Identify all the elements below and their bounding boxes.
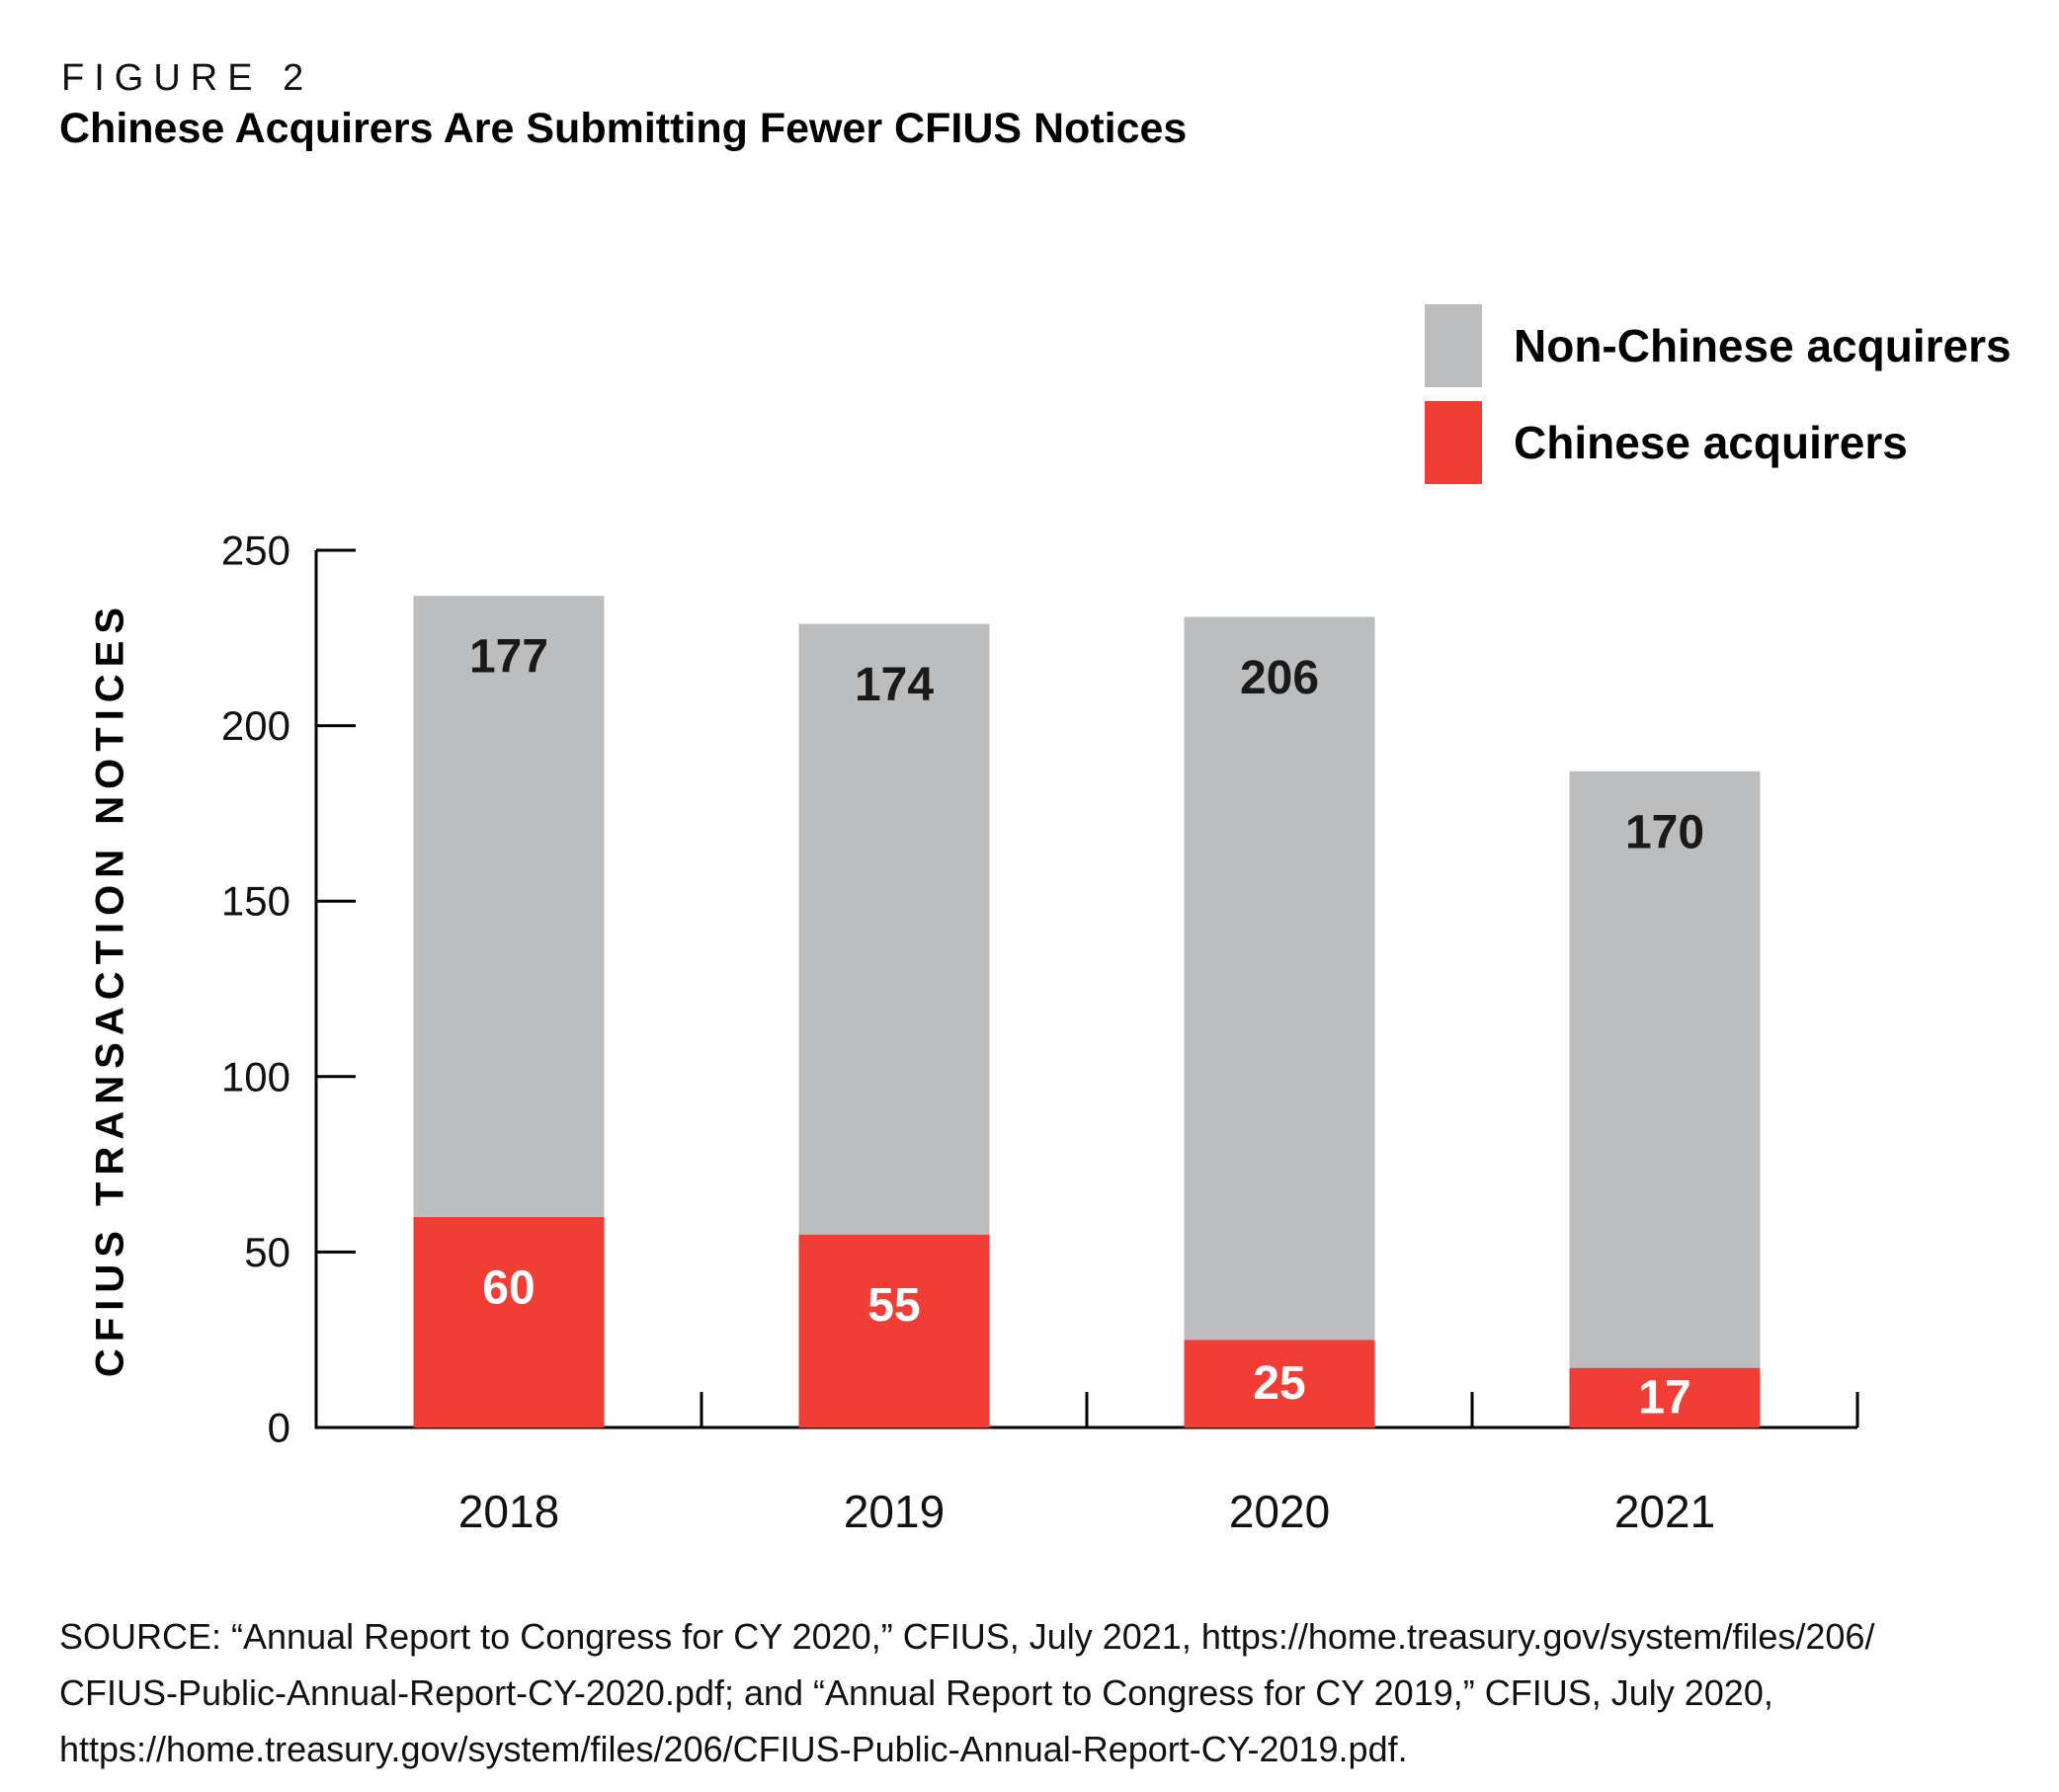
source-line: SOURCE: “Annual Report to Congress for C… <box>59 1616 1875 1657</box>
source-line: CFIUS-Public-Annual-Report-CY-2020.pdf; … <box>59 1672 1773 1713</box>
x-axis-label-2019: 2019 <box>844 1486 945 1537</box>
bar-value-label-2019-non-chinese-acquirers: 174 <box>855 659 934 711</box>
figure-number-label: FIGURE 2 <box>61 57 314 99</box>
legend-item-chinese: Chinese acquirers <box>1425 401 2012 484</box>
bar-value-label-2018-non-chinese-acquirers: 177 <box>469 631 548 684</box>
x-axis-label-2021: 2021 <box>1614 1486 1715 1537</box>
legend-item-non-chinese: Non-Chinese acquirers <box>1425 304 2012 387</box>
legend-label-non-chinese: Non-Chinese acquirers <box>1514 320 2012 371</box>
figure-title: Chinese Acquirers Are Submitting Fewer C… <box>59 105 1188 152</box>
bar-2019-non-chinese-acquirers <box>798 623 990 1235</box>
bar-2021-non-chinese-acquirers <box>1569 771 1761 1368</box>
bar-2020-non-chinese-acquirers <box>1184 616 1375 1341</box>
bar-value-label-2018-chinese-acquirers: 60 <box>482 1262 535 1314</box>
legend-swatch-non-chinese <box>1425 304 1482 387</box>
bar-value-label-2021-chinese-acquirers: 17 <box>1638 1371 1690 1424</box>
bar-2021-chinese-acquirers <box>1569 1367 1761 1427</box>
source-line: https://home.treasury.gov/system/files/2… <box>59 1729 1408 1769</box>
bar-value-label-2020-chinese-acquirers: 25 <box>1253 1357 1305 1410</box>
legend-swatch-chinese <box>1425 401 1482 484</box>
y-tick-label-200: 200 <box>221 702 290 749</box>
bar-2018-non-chinese-acquirers <box>413 596 605 1217</box>
y-tick-label-150: 150 <box>221 878 290 925</box>
y-tick-label-50: 50 <box>244 1229 290 1275</box>
bar-value-label-2019-chinese-acquirers: 55 <box>867 1279 920 1332</box>
y-tick-label-250: 250 <box>221 528 290 574</box>
chart-legend: Non-Chinese acquirers Chinese acquirers <box>1425 304 2012 498</box>
bar-2020-chinese-acquirers <box>1184 1340 1375 1427</box>
bar-value-label-2020-non-chinese-acquirers: 206 <box>1240 652 1319 704</box>
x-axis-label-2018: 2018 <box>458 1486 559 1537</box>
source-note: SOURCE: “Annual Report to Congress for C… <box>59 1608 1874 1777</box>
bar-2018-chinese-acquirers <box>413 1216 605 1427</box>
y-tick-label-0: 0 <box>268 1405 290 1451</box>
x-axis-label-2020: 2020 <box>1229 1486 1330 1537</box>
bar-value-label-2021-non-chinese-acquirers: 170 <box>1625 806 1704 858</box>
legend-label-chinese: Chinese acquirers <box>1514 417 1908 468</box>
y-tick-label-100: 100 <box>221 1053 290 1100</box>
bar-2019-chinese-acquirers <box>798 1234 990 1427</box>
